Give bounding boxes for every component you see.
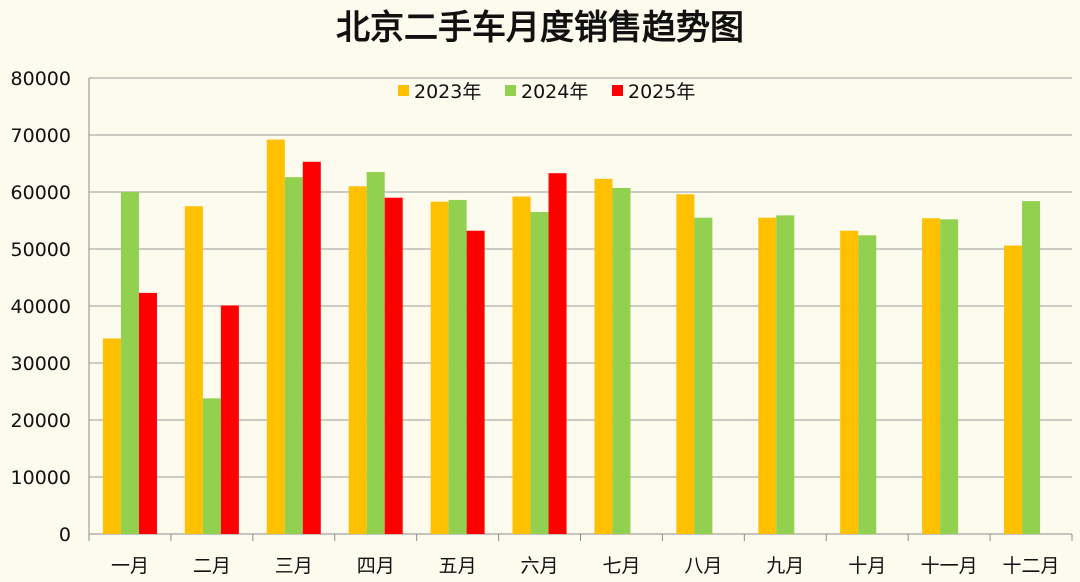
y-tick-label: 50000: [11, 239, 71, 261]
bar-2023年-六月: [512, 196, 531, 534]
bar-2024年-七月: [612, 188, 631, 534]
bar-2024年-九月: [776, 215, 795, 534]
legend: 2023年 2024年 2025年: [398, 81, 695, 103]
x-tick-label: 十一月: [921, 555, 978, 577]
y-tick-label: 0: [59, 524, 71, 546]
bar-2024年-十一月: [940, 219, 959, 535]
axes: [88, 78, 1073, 541]
bar-2023年-七月: [594, 178, 613, 534]
bar-2024年-四月: [366, 172, 385, 535]
x-tick-label: 十二月: [1003, 555, 1060, 577]
legend-swatch: [398, 85, 409, 96]
bar-2024年-五月: [448, 199, 467, 535]
x-tick-label: 四月: [357, 555, 395, 577]
y-tick-label: 80000: [11, 68, 71, 90]
bar-2024年-二月: [202, 398, 221, 534]
y-tick-labels: 0 10000 20000 30000 40000 50000 60000 70000 8000…: [11, 68, 71, 546]
bar-2023年-五月: [430, 201, 449, 534]
y-tick-label: 30000: [11, 353, 71, 375]
bar-2025年-四月: [384, 197, 403, 534]
bar-2024年-十月: [858, 235, 877, 534]
y-tick-label: 10000: [11, 467, 71, 489]
bar-2023年-四月: [348, 186, 367, 535]
x-tick-labels: 一月 二月 三月 四月 五月 六月 七月 八月 九月 十月 十一月 十二月: [111, 555, 1060, 577]
legend-label: 2024年: [521, 81, 588, 103]
bar-2023年-十二月: [1004, 245, 1023, 534]
bar-2025年-二月: [220, 305, 239, 534]
x-tick-label: 二月: [193, 555, 231, 577]
bar-2024年-六月: [530, 211, 549, 534]
x-tick-label: 七月: [602, 555, 640, 577]
legend-label: 2025年: [628, 81, 695, 103]
bar-2024年-十二月: [1022, 201, 1041, 534]
x-tick-label: 八月: [684, 555, 722, 577]
bar-2023年-二月: [184, 206, 203, 534]
y-tick-label: 60000: [11, 182, 71, 204]
x-tick-label: 十月: [848, 555, 886, 577]
chart-title: 北京二手车月度销售趋势图: [336, 8, 744, 48]
y-tick-label: 40000: [11, 296, 71, 318]
bar-2024年-三月: [284, 177, 303, 534]
y-tick-label: 70000: [11, 125, 71, 147]
bar-2025年-六月: [548, 173, 567, 534]
legend-swatch: [505, 85, 516, 96]
legend-swatch: [612, 85, 623, 96]
bar-2023年-一月: [102, 338, 121, 534]
bar-2023年-三月: [266, 139, 285, 534]
x-tick-label: 九月: [766, 555, 804, 577]
bars: [102, 139, 1041, 535]
legend-label: 2023年: [414, 81, 481, 103]
bar-2023年-八月: [676, 194, 695, 534]
bar-2023年-十月: [840, 230, 859, 534]
bar-2025年-一月: [138, 292, 157, 534]
bar-2023年-九月: [758, 217, 777, 534]
x-tick-label: 五月: [439, 555, 477, 577]
x-tick-label: 三月: [275, 555, 313, 577]
bar-2024年-一月: [120, 192, 139, 534]
gridlines: [89, 77, 1072, 478]
y-tick-label: 20000: [11, 410, 71, 432]
bar-2024年-八月: [694, 217, 713, 534]
x-tick-label: 六月: [521, 555, 559, 577]
bar-2025年-三月: [302, 161, 321, 535]
bar-2025年-五月: [466, 230, 485, 534]
bar-2023年-十一月: [922, 218, 941, 534]
x-tick-label: 一月: [111, 555, 149, 577]
